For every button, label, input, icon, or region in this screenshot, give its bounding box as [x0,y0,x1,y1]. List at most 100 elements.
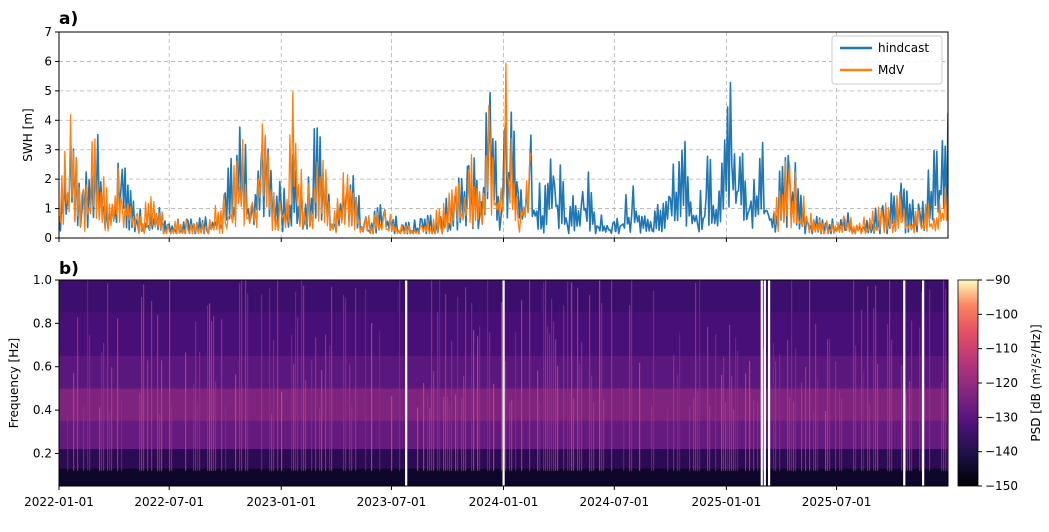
colorbar-tick-label: −100 [985,307,1018,321]
spectrogram-stripe [487,280,489,471]
spectrogram-stripe [117,318,119,471]
spectrogram-stripe [589,294,591,471]
spectrogram-stripe [567,281,569,471]
spectrogram-stripe [789,397,791,471]
y-tick-label: 0.8 [33,316,52,330]
spectrogram-stripe [551,298,553,471]
spectrogram-stripe [241,280,243,471]
spectrogram-stripe [839,390,841,471]
spectrogram-stripe [809,280,811,471]
spectrogram-stripe [139,393,141,471]
spectrogram-stripe [571,282,573,471]
spectrogram-stripe [557,365,559,471]
spectrogram-stripe [429,407,431,471]
spectrogram-stripe [721,374,723,471]
spectrogram-stripe [77,317,79,471]
spectrogram-stripe [297,317,299,471]
spectrogram-stripe [417,407,419,471]
spectrogram-stripe [209,303,211,471]
spectrogram-stripe [427,394,429,471]
spectrogram-stripe [853,280,855,471]
spectrogram-stripe [349,364,351,471]
spectrogram-stripe [623,387,625,471]
spectrogram-stripe [911,320,913,471]
spectrogram-stripe [365,289,367,471]
spectrogram-stripe [817,379,819,471]
spectrogram-stripe [775,361,777,471]
spectrogram-stripe [813,411,815,471]
spectrogram-stripe [545,280,547,471]
spectrogram-stripe [371,323,373,471]
spectrogram-stripe [873,307,875,471]
spectrogram-stripe [577,287,579,471]
spectrogram-stripe [757,401,759,471]
spectrogram-stripe [537,370,539,471]
spectrogram-stripe [213,315,215,471]
x-tick-label: 2022-01-01 [24,495,94,509]
y-tick-label: 6 [44,54,52,68]
spectrogram-stripe [449,405,451,471]
spectrogram-stripe [867,286,869,471]
spectrogram-stripe [599,280,601,471]
spectrogram-stripe [549,333,551,471]
spectrogram-stripe [543,282,545,471]
spectrogram-stripe [225,402,227,471]
spectrogram-stripe [471,302,473,471]
spectrogram-gaps [405,280,925,486]
panel-label-b: b) [59,259,79,279]
spectrogram-stripe [579,363,581,471]
spectrogram-stripe [581,341,583,471]
spectrogram-stripe [539,403,541,471]
x-ticks-b: 2022-01-01 2022-07-01 2023-01-01 2023-07-01… [24,486,871,509]
spectrogram-stripe [331,286,333,471]
spectrogram-stripe [291,334,293,471]
spectrogram-stripe [269,288,271,471]
spectrogram-stripe [107,283,109,471]
x-tick-label: 2023-07-01 [357,495,427,509]
colorbar-tick-label: −150 [985,479,1018,493]
x-tick-label: 2024-07-01 [579,495,649,509]
y-tick-label: 4 [44,113,52,127]
spectrogram-stripe [515,331,517,471]
spectrogram-stripe [829,338,831,471]
spectrogram-stripe [445,294,447,471]
spectrogram-stripe [329,345,331,471]
spectrogram-stripe [601,303,603,471]
colorbar-label: PSD [dB (m²/s²/Hz)] [1029,324,1043,441]
spectrogram-stripe [319,408,321,471]
spectrogram-stripe [697,391,699,471]
colorbar-tick-label: −90 [985,273,1010,287]
spectrogram-stripe [735,337,737,471]
spectrogram-stripe [679,332,681,471]
spectrogram-stripe [745,373,747,471]
spectrogram-stripe [443,396,445,471]
y-axis-label-b: Frequency [Hz] [7,338,21,429]
spectrogram-stripe [779,353,781,471]
spectrogram-stripe [825,411,827,471]
spectrogram-stripe [943,280,945,471]
spectrogram-stripe [869,404,871,471]
spectrogram-stripe [433,371,435,471]
spectrogram-stripe [489,332,491,471]
spectrogram-stripe [457,296,459,471]
spectrogram-stripe [235,374,237,471]
spectrogram-stripe [111,367,113,471]
x-tick-label: 2022-07-01 [134,495,204,509]
colorbar-tick-label: −140 [985,445,1018,459]
colorbar-tick-label: −110 [985,342,1018,356]
spectrogram-stripe [221,319,223,471]
spectrogram-stripe [391,396,393,471]
y-tick-label: 0.6 [33,360,52,374]
spectrogram-stripe [261,294,263,471]
data-gap [922,280,925,486]
spectrogram-stripe [603,399,605,471]
spectrogram-stripe [199,351,201,471]
legend: hindcast MdV [831,35,943,85]
spectrogram-stripe [629,305,631,471]
spectrogram-stripe [355,288,357,471]
spectrogram-stripe [343,294,345,471]
spectrogram-stripe [861,309,863,471]
spectrogram-stripe [239,283,241,471]
spectrogram-stripe [611,280,613,471]
spectrogram-stripe [159,414,161,471]
